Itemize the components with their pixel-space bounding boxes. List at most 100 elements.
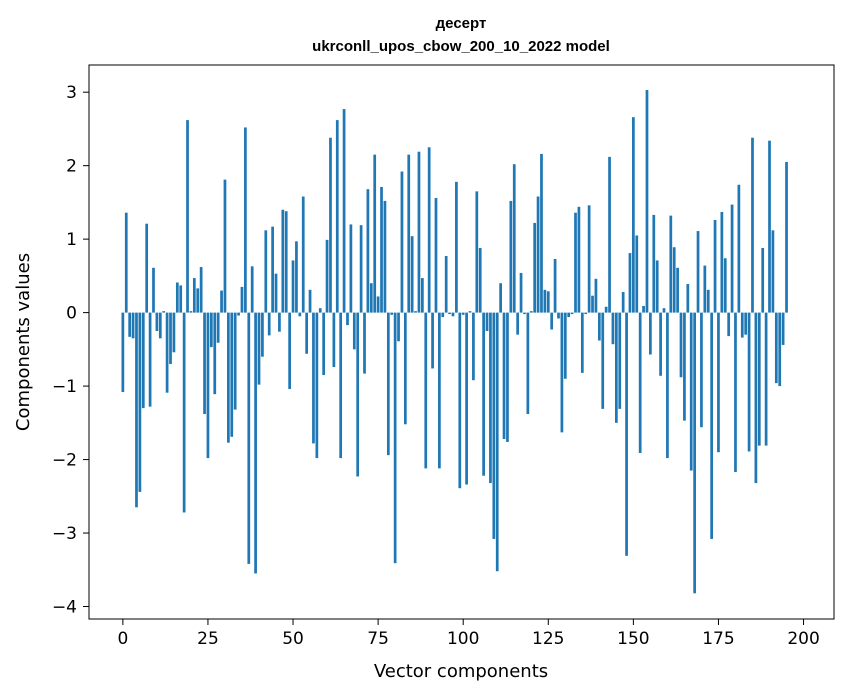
bar-32 [230,312,234,437]
plot-frame [88,64,835,620]
bar-137 [587,205,591,313]
bar-156 [652,214,656,313]
bar-38 [250,266,254,313]
y-tick-label: 0 [66,304,77,324]
bar-190 [768,140,771,313]
bar-108 [489,312,492,484]
bar-43 [267,312,271,336]
y-tick-label: 2 [66,157,77,177]
bar-184 [747,312,751,452]
bar-147 [621,292,625,313]
bar-88 [420,278,424,313]
bar-157 [655,260,659,313]
bar-46 [278,312,281,332]
bar-174 [713,220,717,313]
x-tick-label: 25 [197,629,219,649]
bar-187 [757,312,761,446]
bar-13 [165,312,169,393]
bar-18 [182,312,186,513]
bar-58 [318,308,322,313]
bar-68 [352,312,356,350]
bar-29 [220,290,223,313]
bar-133 [574,212,577,313]
bar-129 [560,312,564,433]
x-tick-label: 150 [617,629,649,649]
bar-10 [155,312,159,331]
bar-189 [764,312,768,446]
bar-52 [298,312,302,317]
y-tick-label: −1 [52,377,77,397]
bar-74 [373,154,377,313]
bar-191 [771,230,775,313]
bar-97 [451,312,455,317]
bar-195 [785,161,788,313]
bar-67 [349,224,353,313]
bar-136 [584,312,588,315]
bar-73 [369,283,373,313]
bar-192 [774,312,778,384]
bar-81 [397,312,400,342]
chart-title-line2: ukrconll_upos_cbow_200_10_2022 model [312,38,610,55]
bar-112 [502,312,506,439]
bar-41 [261,312,264,357]
bar-180 [734,312,737,473]
bar-0 [121,312,125,392]
bar-96 [448,312,451,315]
bar-186 [754,312,758,484]
bar-144 [611,312,615,345]
bar-5 [138,312,142,492]
bar-160 [666,312,669,459]
bar-110 [495,312,499,572]
bar-98 [455,181,458,313]
bar-181 [737,184,741,313]
bar-170 [700,312,703,428]
bar-158 [659,312,662,376]
bar-177 [723,258,727,313]
bar-4 [135,312,138,508]
x-tick-label: 75 [367,629,389,649]
y-axis-ticks: −4 −3 −2 −1 0 1 2 3 [52,83,89,618]
bar-66 [346,312,349,326]
bar-132 [570,312,574,315]
bar-148 [625,312,628,556]
bar-33 [233,312,237,410]
bar-128 [557,312,560,319]
bar-54 [305,312,309,354]
bar-159 [662,308,666,313]
bar-82 [400,171,404,313]
bar-104 [475,191,479,313]
bar-59 [322,312,326,376]
bar-34 [237,312,240,316]
bar-179 [730,204,734,313]
bar-117 [519,272,523,313]
bar-7 [145,223,149,313]
bar-121 [533,222,537,313]
bar-135 [580,312,584,373]
bar-79 [390,312,394,315]
bar-8 [148,312,152,407]
bar-151 [635,235,639,313]
bar-115 [512,164,516,313]
bar-16 [175,282,179,313]
bar-15 [172,312,176,353]
bar-2 [128,312,132,337]
bar-193 [778,312,782,387]
bar-65 [342,109,346,313]
bar-163 [676,267,679,313]
bar-109 [492,312,496,539]
bar-60 [325,239,329,313]
bar-185 [751,137,754,313]
bar-162 [672,247,676,313]
x-tick-label: 100 [447,629,479,649]
bar-45 [274,273,278,313]
bar-17 [179,285,183,313]
bar-153 [642,305,645,313]
bar-40 [257,312,261,385]
bar-83 [403,312,407,425]
bar-127 [553,258,557,313]
bar-20 [189,311,193,313]
bar-106 [482,312,485,476]
bar-57 [315,312,319,459]
bar-14 [169,312,172,365]
bar-6 [141,312,145,409]
